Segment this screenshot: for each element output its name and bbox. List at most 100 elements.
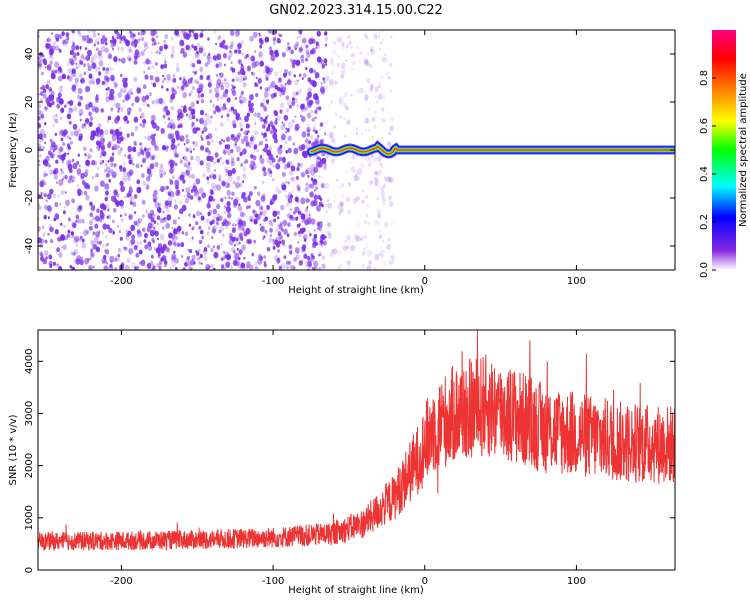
noise-speckle — [67, 152, 70, 156]
noise-speckle — [245, 132, 249, 136]
noise-speckle — [162, 114, 166, 119]
noise-speckle — [346, 119, 351, 125]
noise-speckle — [287, 78, 291, 83]
noise-speckle — [149, 163, 154, 170]
noise-speckle — [237, 220, 243, 228]
noise-speckle — [243, 231, 248, 237]
noise-speckle — [176, 225, 182, 232]
noise-speckle — [235, 134, 240, 141]
noise-speckle — [250, 154, 254, 159]
noise-speckle — [184, 197, 190, 204]
noise-speckle — [332, 41, 336, 46]
noise-speckle — [181, 204, 187, 212]
noise-speckle — [172, 77, 177, 83]
noise-speckle — [198, 248, 201, 252]
noise-speckle — [315, 106, 319, 111]
noise-speckle — [315, 130, 318, 134]
noise-speckle — [241, 52, 244, 56]
noise-speckle — [381, 200, 386, 208]
noise-speckle — [190, 89, 193, 94]
noise-speckle — [296, 91, 300, 96]
noise-speckle — [196, 87, 202, 94]
noise-speckle — [146, 187, 149, 190]
noise-speckle — [155, 247, 161, 254]
x-tick-label: -200 — [110, 276, 133, 287]
noise-speckle — [231, 191, 235, 196]
noise-speckle — [142, 118, 147, 124]
noise-speckle — [105, 95, 111, 103]
noise-speckle — [272, 194, 277, 201]
noise-speckle — [207, 133, 213, 140]
noise-speckle — [129, 107, 132, 111]
noise-speckle — [347, 209, 351, 215]
noise-speckle — [273, 137, 278, 144]
noise-speckle — [354, 234, 360, 241]
noise-speckle — [288, 46, 291, 50]
noise-speckle — [380, 249, 385, 256]
noise-speckle — [110, 95, 116, 102]
noise-speckle — [182, 92, 187, 99]
noise-speckle — [99, 155, 102, 158]
noise-speckle — [104, 196, 108, 202]
noise-speckle — [257, 77, 262, 84]
noise-speckle — [85, 169, 89, 174]
noise-speckle — [283, 114, 289, 121]
noise-speckle — [89, 220, 93, 226]
noise-speckle — [117, 46, 120, 51]
noise-speckle — [226, 201, 231, 207]
noise-speckle — [306, 209, 309, 213]
noise-speckle — [251, 72, 256, 77]
noise-speckle — [316, 226, 320, 231]
noise-speckle — [259, 223, 262, 226]
noise-speckle — [240, 163, 244, 167]
colorbar-tick-label: 0.6 — [699, 118, 710, 134]
noise-speckle — [270, 93, 275, 99]
noise-speckle — [126, 133, 130, 138]
noise-speckle — [110, 169, 114, 174]
noise-speckle — [306, 218, 312, 225]
noise-speckle — [106, 242, 110, 246]
noise-speckle — [220, 42, 225, 49]
noise-speckle — [85, 47, 88, 50]
noise-speckle — [38, 226, 41, 232]
noise-speckle — [274, 187, 280, 193]
noise-speckle — [378, 85, 381, 89]
noise-speckle — [167, 122, 173, 129]
noise-speckle — [106, 215, 110, 219]
noise-speckle — [126, 55, 132, 61]
noise-speckle — [92, 216, 96, 221]
noise-speckle — [232, 223, 235, 227]
noise-speckle — [244, 76, 247, 81]
noise-speckle — [63, 224, 66, 229]
noise-speckle — [239, 152, 243, 157]
noise-speckle — [69, 68, 74, 75]
noise-speckle — [99, 180, 105, 187]
noise-speckle — [179, 159, 183, 164]
noise-speckle — [232, 260, 238, 266]
noise-speckle — [219, 215, 224, 221]
noise-speckle — [269, 227, 273, 233]
noise-speckle — [219, 157, 222, 160]
noise-speckle — [221, 138, 224, 142]
noise-speckle — [160, 189, 163, 193]
noise-speckle — [41, 71, 44, 76]
noise-speckle — [294, 123, 300, 131]
noise-speckle — [69, 51, 73, 55]
noise-speckle — [79, 32, 82, 36]
noise-speckle — [224, 89, 229, 94]
noise-speckle — [89, 226, 93, 231]
noise-speckle — [150, 162, 155, 169]
noise-speckle — [275, 163, 281, 170]
noise-speckle — [184, 262, 188, 267]
noise-speckle — [175, 267, 178, 270]
noise-speckle — [357, 168, 363, 175]
noise-speckle — [89, 266, 94, 270]
noise-speckle — [153, 226, 156, 230]
noise-speckle — [306, 52, 311, 58]
noise-speckle — [299, 47, 303, 52]
noise-speckle — [177, 230, 181, 235]
noise-speckle — [340, 95, 344, 100]
noise-speckle — [78, 98, 82, 102]
noise-speckle — [225, 205, 231, 213]
noise-speckle — [89, 257, 92, 260]
